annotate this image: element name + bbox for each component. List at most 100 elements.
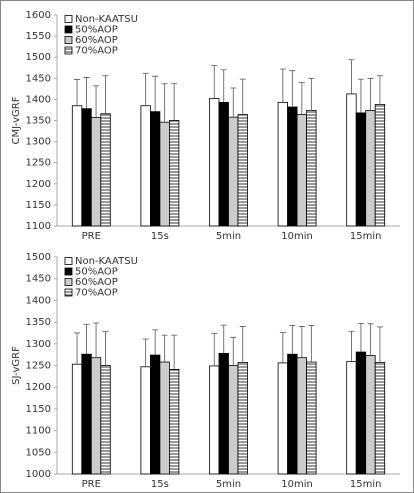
bar: [287, 106, 298, 227]
bar: [71, 105, 83, 227]
error-bar: [289, 325, 296, 355]
legend-label: 60%AOP: [75, 35, 118, 46]
y-axis-label: SJ-vGRF: [11, 346, 22, 385]
y-tick-label: 1250: [26, 158, 51, 169]
bar: [306, 361, 317, 475]
y-tick-label: 1200: [26, 382, 51, 393]
error-bar: [367, 77, 374, 111]
bar: [81, 353, 92, 475]
legend-swatch: [64, 288, 73, 297]
error-bar: [357, 78, 364, 113]
x-tick-label: 10min: [281, 231, 313, 242]
bar: [228, 365, 239, 475]
error-bar: [74, 79, 81, 106]
bar: [81, 108, 92, 227]
legend-swatch: [64, 257, 73, 265]
bar: [237, 362, 248, 475]
legend-swatch: [64, 25, 73, 34]
bar: [277, 362, 289, 475]
bar: [140, 366, 151, 475]
error-bar: [142, 72, 149, 106]
bar: [149, 354, 161, 475]
error-bar: [348, 330, 355, 362]
y-tick-label: 1100: [26, 221, 51, 232]
y-tick-label: 1400: [26, 295, 51, 306]
bar: [149, 111, 161, 227]
error-bar: [298, 82, 305, 115]
y-tick-label: 1450: [26, 274, 51, 285]
legend-label: 50%AOP: [75, 267, 118, 278]
bar: [168, 120, 180, 227]
bar: [374, 362, 386, 475]
bar: [277, 101, 289, 227]
y-tick-label: 1000: [26, 469, 51, 480]
x-tick-label: PRE: [82, 479, 101, 490]
error-bar: [308, 325, 315, 363]
bar: [90, 357, 102, 475]
error-bar: [308, 77, 315, 111]
x-tick-label: 5min: [216, 479, 241, 490]
bar: [209, 365, 220, 475]
y-tick-label: 1300: [26, 137, 51, 148]
bar: [306, 109, 317, 227]
legend-label: Non-KAATSU: [75, 14, 138, 25]
bar: [365, 109, 376, 227]
bar: [90, 117, 102, 227]
bar: [346, 93, 357, 227]
error-bar: [239, 326, 246, 363]
error-bar: [279, 68, 286, 103]
legend-swatch: [64, 278, 73, 286]
bar: [218, 101, 229, 227]
error-bar: [348, 59, 355, 94]
bar: [168, 369, 180, 475]
bar: [100, 365, 111, 475]
y-tick-label: 1150: [26, 404, 51, 415]
y-tick-label: 1200: [26, 179, 51, 190]
error-bar: [171, 83, 178, 121]
bar: [159, 361, 170, 475]
error-bar: [93, 85, 100, 118]
y-tick-label: 1550: [26, 31, 51, 42]
error-bar: [102, 331, 109, 366]
error-bar: [171, 334, 178, 370]
bar: [296, 114, 308, 227]
x-tick-label: 10min: [281, 479, 313, 490]
x-tick-label: 5min: [216, 231, 241, 242]
error-bar: [83, 323, 90, 355]
error-bar: [376, 326, 383, 363]
y-tick-label: 1050: [26, 447, 51, 458]
y-tick-label: 1150: [26, 200, 51, 211]
error-bar: [279, 332, 286, 363]
y-tick-label: 1600: [26, 10, 51, 21]
error-bar: [161, 83, 168, 123]
legend-label: 70%AOP: [75, 288, 118, 299]
legend-label: 60%AOP: [75, 277, 118, 288]
error-bar: [367, 323, 374, 356]
x-tick-label: 15min: [350, 479, 382, 490]
y-tick-label: 1500: [26, 252, 51, 263]
legend-swatch: [64, 15, 73, 23]
error-bar: [239, 78, 246, 115]
error-bar: [152, 329, 159, 356]
y-tick-label: 1100: [26, 426, 51, 437]
bar: [209, 98, 220, 227]
y-tick-label: 1450: [26, 73, 51, 84]
error-bar: [102, 75, 109, 114]
error-bar: [93, 322, 100, 358]
x-tick-label: 15min: [350, 231, 382, 242]
bar: [346, 361, 357, 475]
y-tick-label: 1300: [26, 339, 51, 350]
bar: [355, 351, 367, 475]
error-bar: [357, 323, 364, 353]
x-tick-label: 15s: [151, 231, 169, 242]
error-bar: [298, 326, 305, 358]
y-tick-label: 1350: [26, 317, 51, 328]
legend-label: 70%AOP: [75, 46, 118, 57]
bar: [228, 116, 239, 227]
bar: [218, 352, 229, 475]
y-tick-label: 1350: [26, 116, 51, 127]
error-bar: [74, 332, 81, 365]
y-axis-label: CMJ-vGRF: [11, 96, 22, 144]
